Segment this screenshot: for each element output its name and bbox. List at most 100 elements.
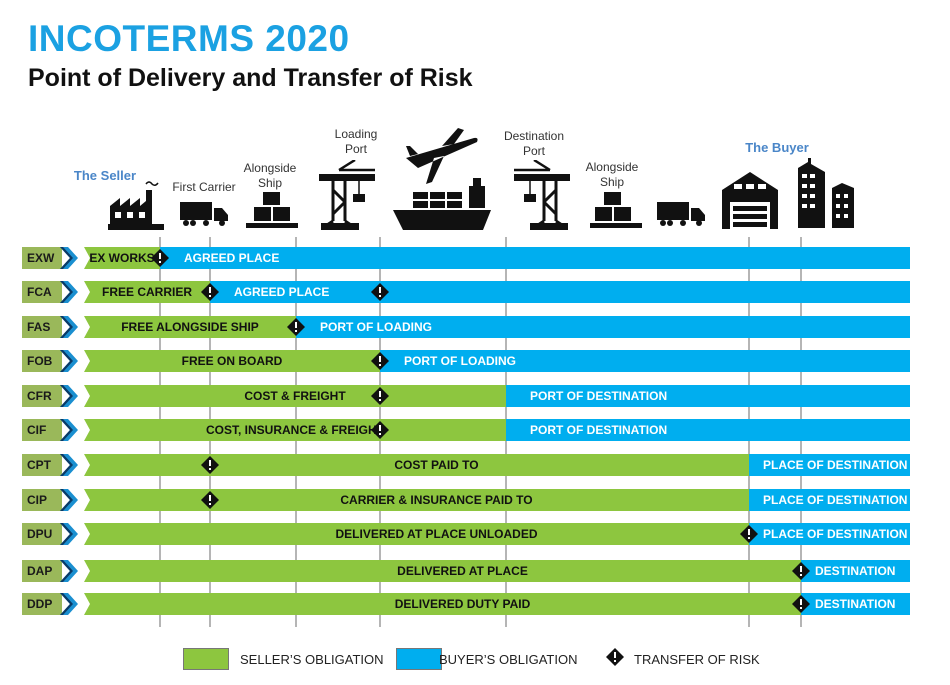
warehouse-icon [722, 172, 778, 229]
chevron-icon [60, 593, 78, 615]
buyer-obligation-bar [801, 560, 910, 582]
destination-truck-icon [657, 202, 705, 226]
seller-obligation-label: DELIVERED AT PLACE UNLOADED [335, 527, 538, 541]
seller-obligation-bar [84, 247, 160, 269]
transfer-of-risk-icon [287, 318, 305, 336]
incoterm-row-ddp: DDP DELIVERED DUTY PAID DESTINATION [0, 593, 950, 615]
legend-seller-label: SELLER’S OBLIGATION [240, 652, 384, 667]
chevron-icon [60, 385, 78, 407]
legend-risk-label: TRANSFER OF RISK [634, 652, 760, 667]
buyer-obligation-label: PORT OF DESTINATION [530, 423, 668, 437]
buyer-obligation-bar [296, 316, 910, 338]
chevron-icon [60, 560, 78, 582]
seller-obligation-bar [84, 316, 296, 338]
seller-obligation-bar [84, 489, 749, 511]
plane-icon [406, 128, 478, 184]
incoterm-row-fca: FCA FREE CARRIER AGREED PLACE [0, 281, 950, 303]
term-code: DDP [22, 593, 62, 615]
stage-label-seller: The Seller [73, 168, 137, 183]
stage-label-alongside-ship: Alongside Ship [243, 161, 297, 190]
legend-seller-swatch [183, 648, 229, 670]
seller-obligation-label: FREE CARRIER [101, 285, 193, 299]
incoterm-row-dap: DAP DELIVERED AT PLACE DESTINATION [0, 560, 950, 582]
legend-buyer-swatch [396, 648, 442, 670]
term-code: DAP [22, 560, 62, 582]
incoterm-row-fob: FOB FREE ON BOARD PORT OF LOADING [0, 350, 950, 372]
seller-obligation-label: DELIVERED DUTY PAID [394, 597, 531, 611]
seller-obligation-label: COST PAID TO [394, 458, 479, 472]
seller-obligation-label: CARRIER & INSURANCE PAID TO [340, 493, 533, 507]
seller-obligation-label: FREE ON BOARD [181, 354, 283, 368]
transfer-of-risk-icon [371, 283, 389, 301]
buyer-obligation-label: PORT OF DESTINATION [530, 389, 668, 403]
truck-icon [180, 202, 228, 226]
seller-obligation-bar [84, 281, 210, 303]
chevron-icon [60, 247, 78, 269]
boxes-icon [246, 192, 298, 228]
buyer-obligation-label: PLACE OF DESTINATION [763, 493, 908, 507]
seller-obligation-label: EX WORKS [89, 251, 155, 265]
destination-boxes-icon [590, 192, 642, 228]
seller-obligation-bar [84, 523, 749, 545]
stage-label-buyer: The Buyer [745, 140, 809, 155]
seller-obligation-bar [84, 419, 506, 441]
transfer-of-risk-icon [201, 283, 219, 301]
seller-obligation-label: COST & FREIGHT [244, 389, 346, 403]
term-code: FOB [22, 350, 62, 372]
transfer-of-risk-icon [201, 456, 219, 474]
transfer-of-risk-icon [371, 421, 389, 439]
buyer-obligation-label: AGREED PLACE [184, 251, 280, 265]
term-code: EXW [22, 247, 62, 269]
term-code: DPU [22, 523, 62, 545]
buyer-obligation-label: PLACE OF DESTINATION [763, 527, 908, 541]
buyer-obligation-label: DESTINATION [815, 597, 896, 611]
incoterm-row-cip: CIP CARRIER & INSURANCE PAID TO PLACE OF D… [0, 489, 950, 511]
seller-obligation-bar [84, 385, 506, 407]
buyer-obligation-bar [749, 489, 910, 511]
buyer-obligation-bar [210, 281, 910, 303]
buyer-obligation-label: AGREED PLACE [234, 285, 330, 299]
term-code: FCA [22, 281, 62, 303]
incoterm-row-cif: CIF COST, INSURANCE & FREIGHT PORT OF DEST… [0, 419, 950, 441]
buyer-obligation-bar [506, 385, 910, 407]
buyer-obligation-label: PORT OF LOADING [320, 320, 432, 334]
seller-obligation-label: FREE ALONGSIDE SHIP [121, 320, 259, 334]
incoterm-row-cfr: CFR COST & FREIGHT PORT OF DESTINATION [0, 385, 950, 407]
transfer-of-risk-icon [792, 595, 810, 613]
buyer-obligation-bar [749, 523, 910, 545]
stage-label-destination-port: Destination Port [503, 129, 565, 158]
chevron-icon [60, 523, 78, 545]
buyer-obligation-bar [749, 454, 910, 476]
buyer-obligation-label: PORT OF LOADING [404, 354, 516, 368]
term-code: CPT [22, 454, 62, 476]
chevron-icon [60, 419, 78, 441]
term-code: CIP [22, 489, 62, 511]
seller-obligation-bar [84, 560, 801, 582]
incoterm-row-cpt: CPT COST PAID TO PLACE OF DESTINATION [0, 454, 950, 476]
buyer-obligation-bar [506, 419, 910, 441]
incoterm-row-fas: FAS FREE ALONGSIDE SHIP PORT OF LOADING [0, 316, 950, 338]
transfer-of-risk-icon [740, 525, 758, 543]
buyer-obligation-bar [380, 350, 910, 372]
buyer-obligation-label: PLACE OF DESTINATION [763, 458, 908, 472]
stage-label-loading-port: Loading Port [334, 127, 378, 156]
stage-label-alongside-ship-destination: Alongside Ship [585, 160, 639, 189]
term-code: CIF [22, 419, 62, 441]
seller-obligation-bar [84, 454, 749, 476]
destination-crane-icon [514, 160, 570, 230]
page-title: INCOTERMS 2020 [28, 18, 350, 59]
incoterm-row-exw: EXW EX WORKS AGREED PLACE [0, 247, 950, 269]
transfer-of-risk-icon [792, 562, 810, 580]
transfer-of-risk-icon [151, 249, 169, 267]
chevron-icon [60, 454, 78, 476]
factory-icon [108, 181, 164, 230]
ship-icon [393, 178, 491, 230]
chevron-icon [60, 350, 78, 372]
seller-obligation-label: COST, INSURANCE & FREIGHT [205, 423, 385, 437]
buildings-icon [798, 158, 854, 228]
chevron-icon [60, 489, 78, 511]
stage-label-first-carrier: First Carrier [172, 180, 236, 194]
seller-obligation-bar [84, 593, 801, 615]
transfer-of-risk-icon [371, 387, 389, 405]
